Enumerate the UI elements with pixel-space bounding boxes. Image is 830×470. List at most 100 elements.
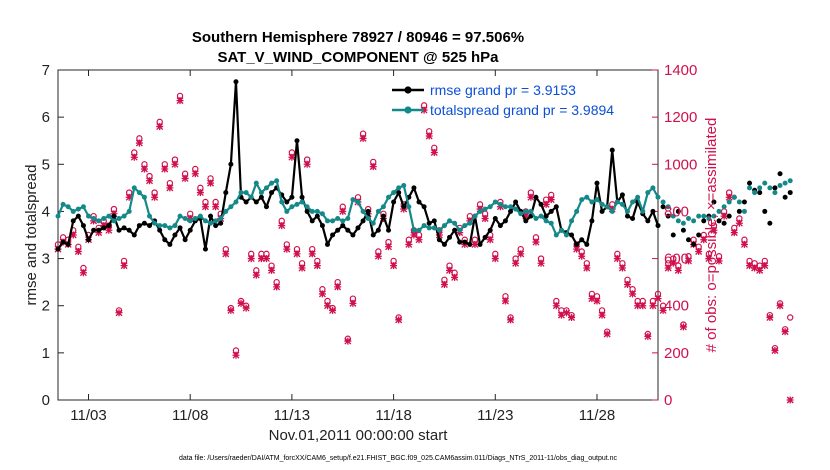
obs-assimilated-point (385, 243, 393, 251)
totalspread-point (324, 218, 330, 224)
obs-assimilated-point (410, 231, 418, 239)
obs-assimilated-point (451, 273, 459, 281)
rmse-point (543, 213, 549, 219)
totalspread-point (584, 194, 590, 200)
rmse-point (721, 220, 727, 226)
rmse-point (208, 213, 214, 219)
totalspread-point (202, 218, 208, 224)
obs-assimilated-point (262, 255, 270, 263)
rmse-point (375, 227, 381, 233)
rmse-point (741, 199, 747, 205)
rmse-point (386, 227, 392, 233)
obs-assimilated-point (700, 236, 708, 244)
obs-assimilated-point (781, 328, 789, 336)
obs-assimilated-point (293, 250, 301, 258)
rmse-point (513, 199, 519, 205)
rmse-point (787, 190, 793, 196)
y-tick-label-left: 6 (42, 109, 50, 126)
totalspread-point (335, 216, 341, 221)
totalspread-point (187, 218, 193, 224)
totalspread-point (558, 227, 564, 233)
obs-assimilated-point (318, 290, 326, 298)
obs-assimilated-point (639, 302, 647, 310)
totalspread-point (258, 190, 264, 196)
obs-assimilated-point (171, 160, 179, 168)
obs-assimilated-point (552, 302, 560, 310)
rmse-point (355, 225, 361, 231)
totalspread-point (665, 204, 671, 210)
obs-assimilated-point (166, 184, 174, 192)
obs-assimilated-point (583, 264, 591, 272)
obs-assimilated-point (588, 295, 596, 303)
obs-assimilated-point (232, 351, 240, 359)
totalspread-point (497, 201, 503, 207)
obs-assimilated-point (720, 212, 728, 220)
totalspread-point (457, 227, 463, 233)
totalspread-point (416, 227, 422, 233)
obs-assimilated-point (339, 207, 347, 215)
totalspread-point (747, 185, 753, 191)
totalspread-point (548, 220, 554, 226)
totalspread-point (675, 218, 681, 224)
obs-assimilated-point (156, 123, 164, 131)
rmse-point (538, 201, 544, 207)
y-tick-label-right: 400 (664, 298, 689, 315)
y-axis-label-right: # of obs: o=possible; ×=assimilated (703, 118, 720, 353)
rmse-point (436, 237, 442, 243)
rmse-point (726, 213, 732, 219)
rmse-point (599, 208, 605, 214)
totalspread-point (563, 232, 569, 238)
rmse-point (233, 79, 239, 85)
rmse-point (263, 204, 269, 210)
rmse-point (457, 239, 463, 245)
rmse-point (477, 241, 483, 247)
totalspread-point (121, 213, 127, 219)
obs-assimilated-point (288, 153, 296, 161)
rmse-point (187, 227, 193, 233)
rmse-point (223, 190, 229, 196)
rmse-point (777, 171, 783, 177)
rmse-point (284, 199, 290, 205)
totalspread-point (426, 225, 432, 231)
totalspread-point (609, 208, 615, 214)
totalspread-point (686, 216, 692, 221)
rmse-point (253, 199, 259, 205)
totalspread-point (589, 199, 595, 205)
totalspread-point (269, 180, 275, 186)
obs-assimilated-point (298, 264, 306, 272)
totalspread-point (431, 225, 437, 231)
totalspread-point (757, 185, 763, 191)
obs-assimilated-point (568, 314, 576, 321)
totalspread-point (680, 220, 686, 226)
totalspread-point (721, 204, 727, 210)
obs-assimilated-point (746, 262, 754, 270)
obs-assimilated-point (649, 302, 657, 310)
rmse-point (624, 213, 630, 219)
totalspread-point (767, 185, 773, 191)
obs-assimilated-point (207, 179, 215, 187)
obs-assimilated-point (761, 262, 769, 270)
rmse-point (319, 223, 325, 229)
obs-assimilated-point (242, 304, 250, 312)
obs-assimilated-point (222, 250, 230, 258)
totalspread-point (741, 208, 747, 214)
obs-assimilated-point (349, 299, 357, 307)
totalspread-point (167, 225, 173, 231)
rmse-point (757, 190, 763, 196)
obs-assimilated-point (120, 262, 128, 270)
totalspread-point (670, 213, 676, 219)
totalspread-point (711, 213, 717, 219)
obs-assimilated-point (146, 177, 154, 185)
obs-assimilated-point (710, 226, 718, 234)
rmse-point (141, 220, 147, 226)
obs-assimilated-point (654, 295, 662, 303)
rmse-point (401, 204, 407, 210)
rmse-point (121, 225, 127, 231)
totalspread-point (319, 211, 325, 217)
obs-assimilated-point (212, 203, 220, 211)
totalspread-point (360, 208, 366, 214)
rmse-point (660, 204, 666, 210)
chart-title: Southern Hemisphere 78927 / 80946 = 97.5… (192, 29, 524, 46)
obs-assimilated-point (201, 203, 209, 211)
totalspread-point (716, 208, 722, 214)
